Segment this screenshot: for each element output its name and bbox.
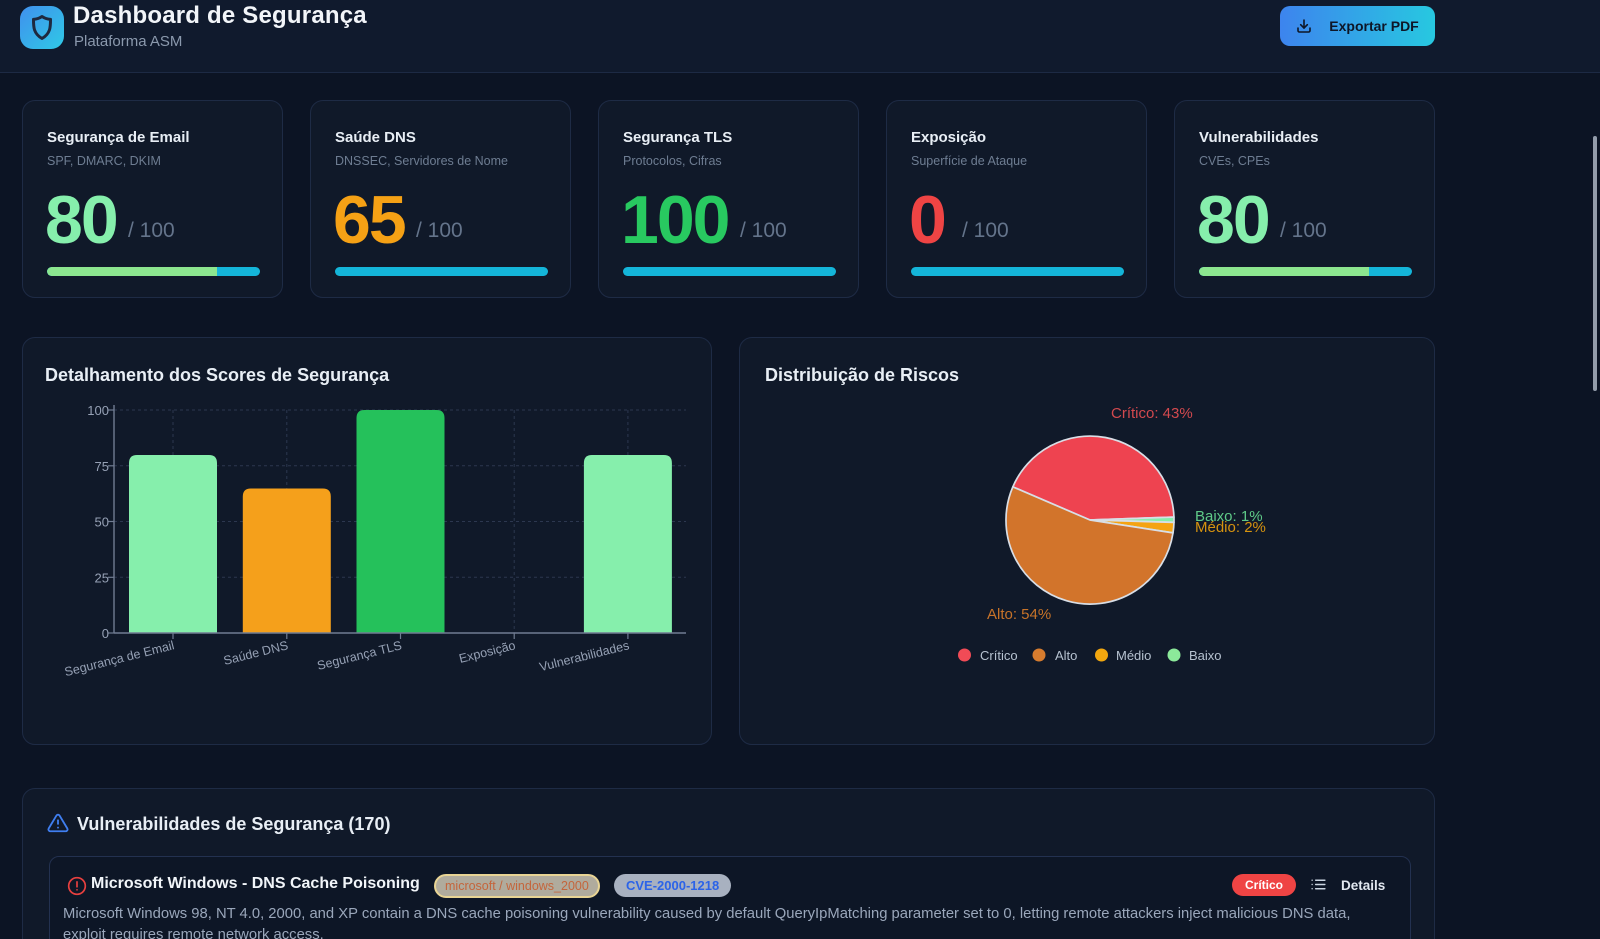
svg-text:0: 0 [102, 626, 109, 641]
svg-text:100: 100 [87, 403, 109, 418]
svg-text:50: 50 [95, 515, 109, 530]
svg-text:Médio: Médio [1116, 648, 1151, 663]
svg-text:Saúde DNS: Saúde DNS [222, 638, 289, 668]
svg-text:Crítico: Crítico [980, 648, 1018, 663]
svg-text:Baixo: Baixo [1189, 648, 1222, 663]
svg-text:Exposição: Exposição [458, 638, 517, 666]
svg-text:25: 25 [95, 570, 109, 585]
svg-text:Alto: Alto [1055, 648, 1077, 663]
svg-text:Segurança de Email: Segurança de Email [63, 638, 176, 679]
svg-text:Vulnerabilidades: Vulnerabilidades [538, 638, 631, 674]
svg-text:Segurança TLS: Segurança TLS [316, 638, 403, 673]
svg-text:75: 75 [95, 459, 109, 474]
